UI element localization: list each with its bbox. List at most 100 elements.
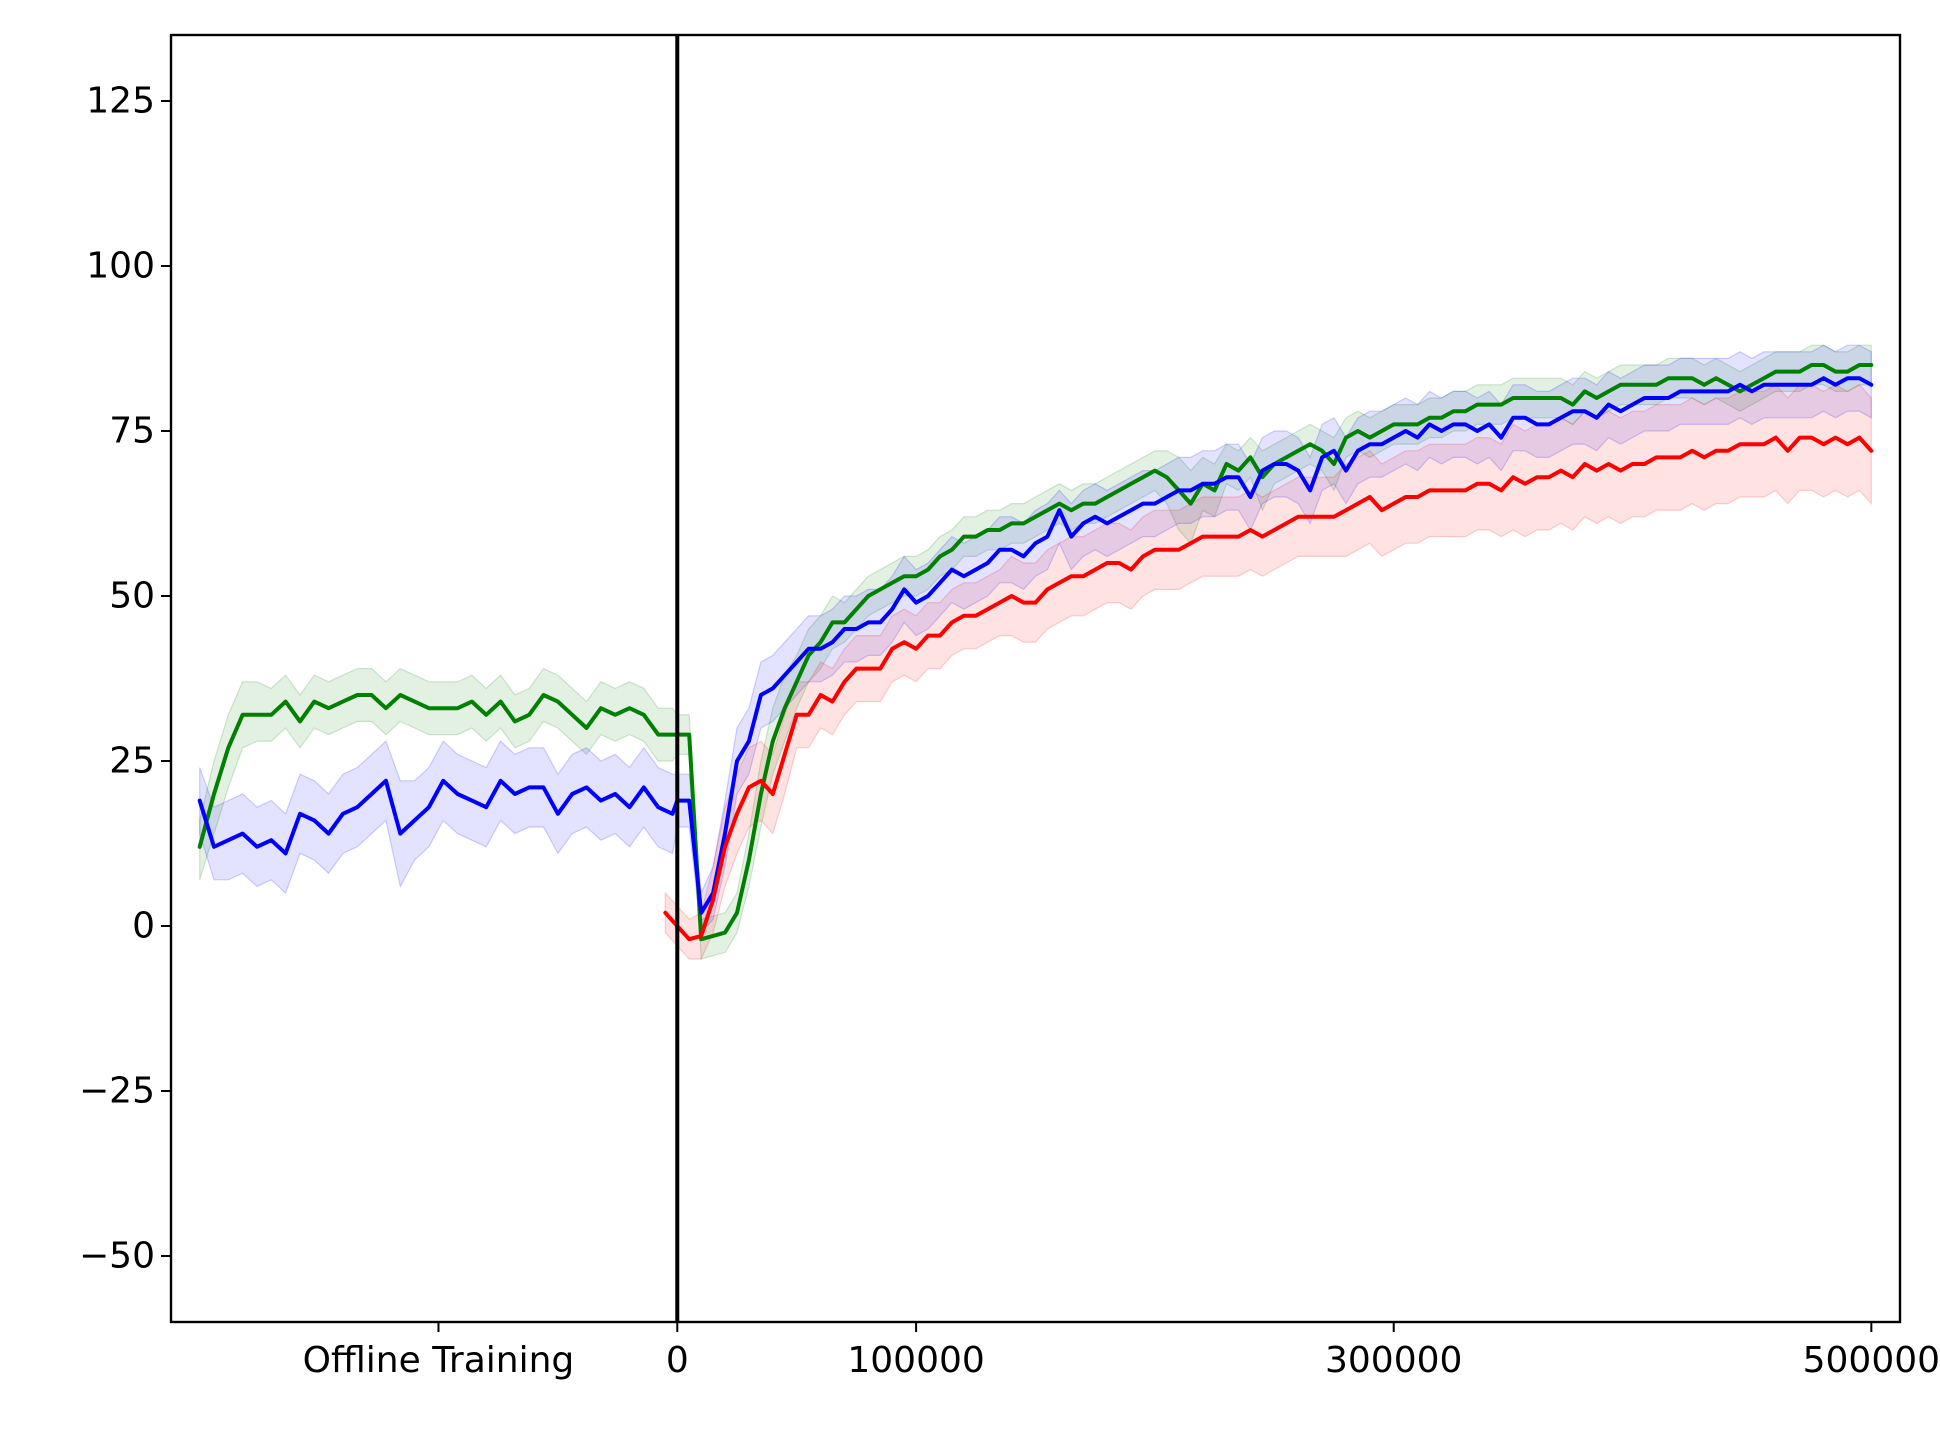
series-1-point-109	[1571, 409, 1575, 413]
series-0-point-52	[890, 581, 894, 585]
series-2-point-31	[1045, 587, 1049, 591]
series-0-point-24	[542, 693, 545, 697]
series-0-point-50	[866, 594, 870, 598]
series-2-point-64	[1440, 488, 1443, 492]
series-0-point-11	[355, 693, 359, 697]
series-2-point-0	[663, 911, 667, 915]
series-1-point-94	[1392, 436, 1396, 440]
series-2-point-9	[783, 752, 787, 756]
series-1-point-43	[783, 673, 787, 677]
series-2-point-48	[1248, 528, 1252, 532]
series-2-point-93	[1786, 449, 1790, 453]
series-1-point-41	[759, 693, 763, 697]
series-0-point-68	[1081, 502, 1085, 506]
series-1-point-26	[570, 792, 574, 796]
series-0-point-17	[441, 706, 445, 710]
series-0-point-44	[795, 680, 799, 684]
series-1-point-21	[499, 779, 503, 783]
series-2-point-32	[1057, 581, 1061, 585]
series-0-point-90	[1344, 436, 1348, 440]
series-1-point-33	[671, 812, 674, 816]
series-1-point-66	[1057, 508, 1061, 512]
series-2-point-13	[831, 700, 834, 704]
series-1-point-49	[854, 627, 858, 631]
series-0-point-38	[723, 931, 727, 935]
series-0-point-85	[1284, 455, 1288, 459]
series-2-point-21	[926, 634, 930, 638]
series-0-point-92	[1368, 436, 1372, 440]
series-0-point-22	[513, 719, 517, 723]
series-1-point-127	[1786, 383, 1790, 387]
series-2-point-39	[1141, 554, 1145, 558]
series-2-point-87	[1714, 449, 1718, 453]
series-0-point-3	[241, 713, 245, 717]
series-1-point-73	[1141, 502, 1145, 506]
series-1-point-23	[527, 785, 531, 789]
series-0-point-73	[1141, 475, 1145, 479]
series-2-point-62	[1416, 495, 1420, 499]
series-1-point-1	[212, 845, 216, 849]
series-2-point-73	[1547, 475, 1551, 479]
series-1-point-74	[1153, 502, 1157, 506]
series-2-point-44	[1201, 535, 1205, 539]
series-1-point-8	[312, 818, 316, 822]
series-2-point-83	[1666, 455, 1670, 459]
series-2-point-66	[1463, 488, 1467, 492]
series-0-point-94	[1392, 422, 1396, 426]
series-1-point-17	[441, 779, 445, 783]
series-0-point-66	[1057, 502, 1061, 506]
series-1-point-129	[1810, 383, 1814, 387]
series-2-point-47	[1237, 535, 1240, 539]
series-2-point-1	[687, 937, 691, 941]
series-0-point-132	[1846, 370, 1849, 374]
series-2-point-65	[1451, 488, 1455, 492]
series-2-point-18	[890, 647, 894, 651]
series-0-point-107	[1547, 396, 1551, 400]
series-2-point-89	[1738, 442, 1742, 446]
series-1-point-133	[1857, 376, 1861, 380]
series-0-point-81	[1237, 469, 1240, 473]
series-1-point-116	[1654, 396, 1658, 400]
series-2-point-19	[902, 640, 906, 644]
series-0-point-119	[1690, 376, 1694, 380]
series-1-point-84	[1272, 462, 1276, 466]
series-0-point-126	[1774, 370, 1778, 374]
series-1-point-79	[1213, 482, 1217, 486]
series-1-point-54	[914, 601, 918, 605]
y-tick-label-1: −25	[79, 1071, 155, 1112]
series-0-point-32	[656, 733, 660, 737]
series-1-point-113	[1619, 409, 1623, 413]
series-2-point-68	[1487, 482, 1491, 486]
series-1-point-117	[1666, 396, 1670, 400]
series-0-point-51	[878, 587, 882, 591]
series-0-point-4	[255, 713, 259, 717]
series-0-point-111	[1595, 396, 1599, 400]
series-0-point-12	[370, 693, 374, 697]
series-1-point-2	[226, 838, 230, 842]
series-0-point-65	[1045, 508, 1049, 512]
series-1-point-130	[1822, 376, 1826, 380]
series-2-point-27	[998, 601, 1002, 605]
series-1-point-7	[298, 812, 302, 816]
series-1-point-56	[938, 581, 942, 585]
series-1-point-35	[687, 799, 691, 803]
series-2-point-10	[795, 713, 799, 717]
series-1-point-112	[1607, 403, 1611, 407]
series-1-point-102	[1487, 422, 1491, 426]
series-1-point-115	[1643, 396, 1646, 400]
series-1-point-123	[1738, 383, 1742, 387]
series-2-point-34	[1081, 574, 1085, 578]
series-0-point-115	[1643, 383, 1646, 387]
series-0-point-108	[1559, 396, 1563, 400]
series-2-point-7	[759, 779, 763, 783]
series-1-point-40	[747, 739, 751, 743]
series-0-point-60	[986, 528, 990, 532]
series-0-point-100	[1463, 409, 1467, 413]
series-0-point-55	[926, 568, 930, 572]
series-2-point-25	[974, 614, 978, 618]
series-0-point-89	[1332, 462, 1336, 466]
series-1-point-32	[656, 805, 660, 809]
series-0-point-120	[1702, 383, 1706, 387]
series-0-point-112	[1607, 389, 1611, 393]
